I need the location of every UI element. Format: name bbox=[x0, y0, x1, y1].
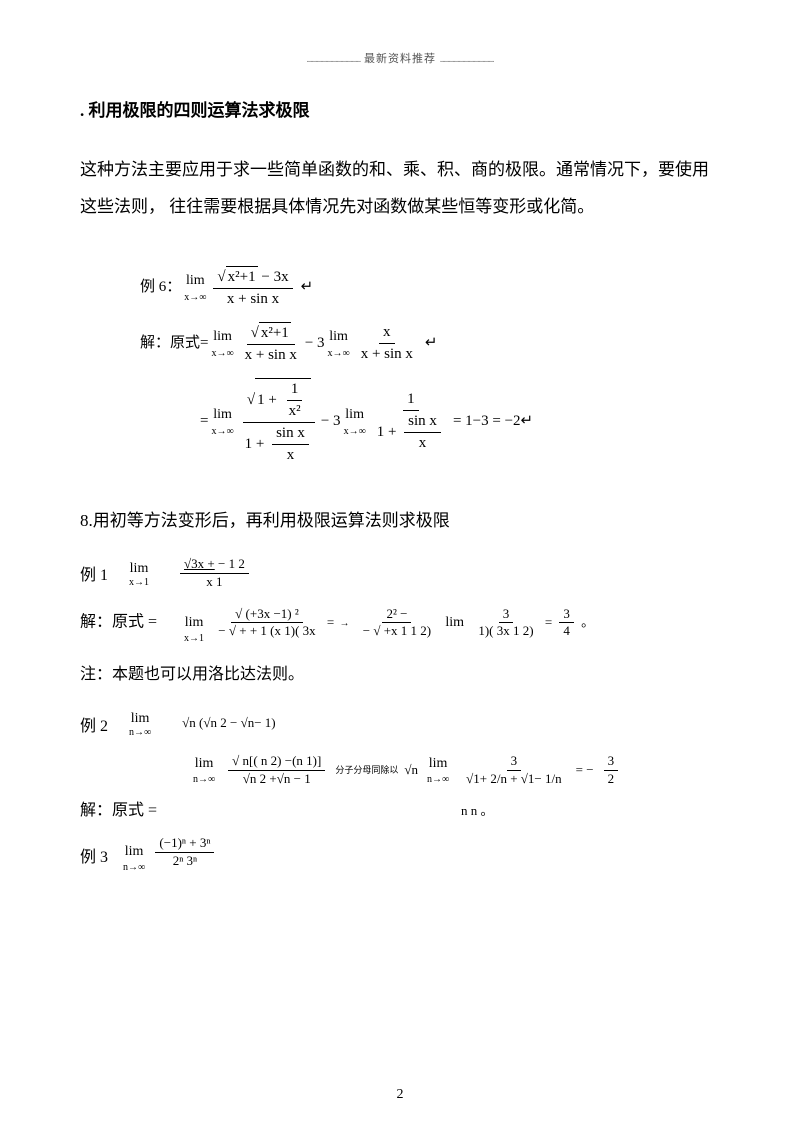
example6-result: = 1−3 = −2 bbox=[453, 411, 521, 432]
frac-ex2-2: 3 √1+ 2/n + √1− 1/n bbox=[462, 753, 566, 788]
result-frac-2: 3 2 bbox=[604, 753, 619, 788]
solution-label: 解：原式= bbox=[140, 333, 208, 354]
example1-note: 注：本题也可以用洛比达法则。 bbox=[80, 660, 720, 684]
example6-label: 例 6： bbox=[140, 277, 181, 298]
example6-solution-line1: 解：原式= lim x→∞ x²+1 x + sin x − 3 lim x→∞… bbox=[140, 322, 720, 366]
annotation-text: 分子分母同除以 bbox=[335, 765, 398, 777]
header-dots-right: ........................................… bbox=[440, 54, 494, 64]
lim-symbol: lim x→∞ bbox=[211, 405, 233, 439]
result-frac: 3 4 bbox=[559, 606, 574, 641]
header-dots-left: ........................................… bbox=[307, 54, 361, 64]
section-title-1: . 利用极限的四则运算法求极限 bbox=[80, 96, 720, 121]
page-number: 2 bbox=[397, 1087, 404, 1103]
example2-solution: lim n→∞ √ n[( n 2) −(n 1)] √n 2 +√n − 1 … bbox=[80, 753, 720, 820]
lim-symbol: lim n→∞ bbox=[123, 843, 145, 874]
lim-symbol: lim x→1 bbox=[129, 561, 149, 588]
frac-part1: x²+1 x + sin x bbox=[241, 322, 301, 366]
example3-label: 例 3 bbox=[80, 843, 108, 867]
example3-fraction: (−1)ⁿ + 3ⁿ 2ⁿ 3ⁿ bbox=[155, 835, 214, 870]
lim-symbol: lim n→∞ bbox=[427, 755, 449, 786]
lim-symbol: lim x→∞ bbox=[344, 405, 366, 439]
frac-ex2-1: √ n[( n 2) −(n 1)] √n 2 +√n − 1 bbox=[228, 753, 325, 788]
example1-fraction: √3x + − 1 2 x 1 bbox=[180, 556, 249, 591]
section8-title: 8.用初等方法变形后，再利用极限运算法则求极限 bbox=[80, 506, 720, 531]
frac-part2: x x + sin x bbox=[357, 322, 417, 365]
header-title: 最新资料推荐 bbox=[364, 53, 436, 65]
example6-fraction: x²+1 − 3x x + sin x bbox=[213, 266, 292, 310]
lim-symbol: lim bbox=[445, 614, 464, 632]
lim-symbol: lim n→∞ bbox=[193, 755, 215, 786]
example1-solution: 解：原式 = lim x→1 √ (+3x −1) ² − √ + + 1 (x… bbox=[80, 606, 720, 646]
example6-expression: 例 6： lim x→∞ x²+1 − 3x x + sin x ↵ bbox=[140, 266, 720, 310]
frac-nested2: 1 1 + sin xx bbox=[373, 389, 449, 454]
example1-label: 例 1 bbox=[80, 561, 108, 585]
example2-line: 例 2 lim n→∞ √n (√n 2 − √n− 1) bbox=[80, 709, 720, 738]
example6-solution-line2: = lim x→∞ 1 + 1x² 1 + sin xx − 3 lim x→∞… bbox=[200, 378, 720, 466]
lim-symbol: lim x→1 bbox=[184, 614, 204, 645]
example1-line: 例 1 lim x→1 √3x + − 1 2 x 1 bbox=[80, 556, 720, 591]
lim-symbol: lim n→∞ bbox=[129, 711, 151, 738]
example2-label: 例 2 bbox=[80, 712, 108, 736]
lim-symbol: lim x→∞ bbox=[184, 271, 206, 305]
example6-block: 例 6： lim x→∞ x²+1 − 3x x + sin x ↵ 解：原式=… bbox=[140, 266, 720, 466]
example3-line: 例 3 lim n→∞ (−1)ⁿ + 3ⁿ 2ⁿ 3ⁿ bbox=[80, 835, 720, 875]
frac-step3: 3 1)( 3x 1 2) bbox=[474, 606, 537, 641]
page-header: ........................................… bbox=[80, 50, 720, 66]
lim-symbol: lim x→∞ bbox=[211, 327, 233, 361]
frac-nested1: 1 + 1x² 1 + sin xx bbox=[241, 378, 317, 466]
section1-paragraph: 这种方法主要应用于求一些简单函数的和、乘、积、商的极限。通常情况下，要使用这些法… bbox=[80, 151, 720, 226]
frac-step2: 2² − − √ +x 1 1 2) bbox=[359, 606, 435, 641]
frac-step: √ (+3x −1) ² − √ + + 1 (x 1)( 3x bbox=[214, 606, 319, 641]
example2-expr: √n (√n 2 − √n− 1) bbox=[182, 715, 275, 732]
lim-symbol: lim x→∞ bbox=[328, 327, 350, 361]
